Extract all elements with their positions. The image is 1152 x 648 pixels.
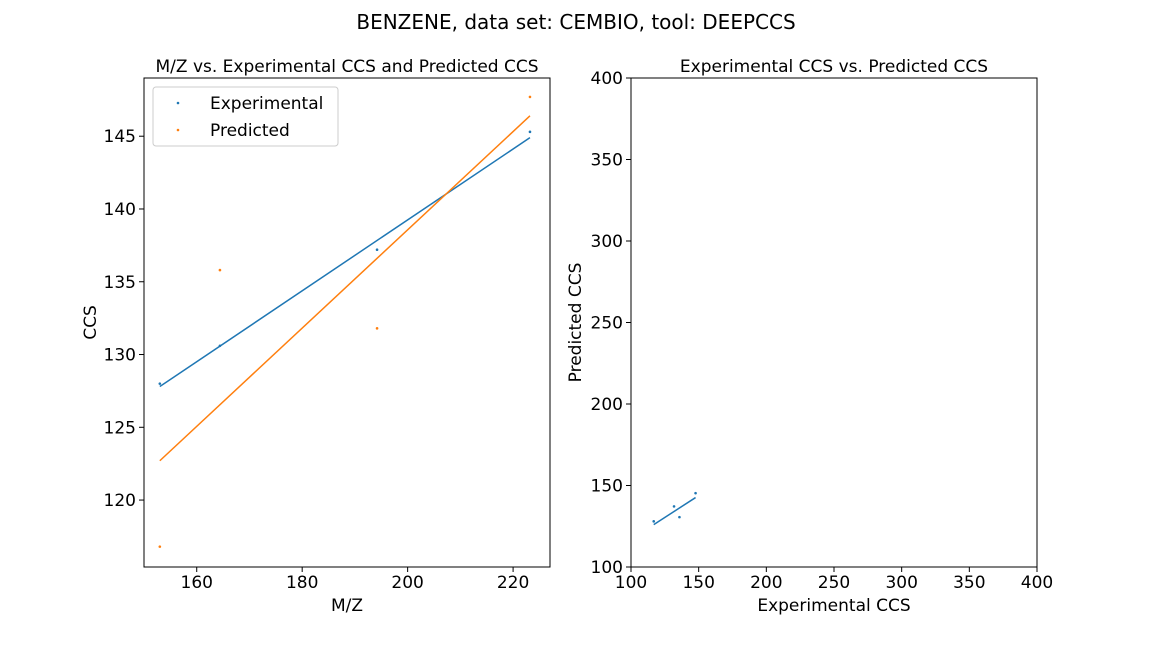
y-tick-label: 300 [591, 232, 623, 252]
y-tick-label: 100 [591, 558, 623, 578]
y-tick-label: 125 [104, 418, 136, 438]
data-point [528, 95, 532, 99]
data-point [672, 505, 676, 508]
x-tick-label: 220 [497, 573, 529, 593]
x-tick-label: 400 [1021, 573, 1053, 593]
x-tick-label: 200 [750, 573, 782, 593]
y-tick-label: 150 [591, 477, 623, 497]
legend-box [152, 86, 339, 147]
y-axis-label: Predicted CCS [566, 263, 586, 383]
fit-line-series-1 [159, 115, 531, 462]
plot-frame [630, 77, 1038, 568]
data-point [652, 520, 656, 523]
chart-right-exp-vs-pred: Experimental CCS vs. Predicted CCS 100 150… [566, 57, 1053, 616]
x-axis-label: Experimental CCS [757, 596, 910, 616]
data-point [678, 515, 681, 519]
data-point [218, 268, 222, 272]
chart-left-mz-vs-ccs: M/Z vs. Experimental CCS and Predicted C… [81, 57, 551, 616]
y-tick-label: 120 [104, 491, 136, 511]
y-tick-label: 350 [591, 151, 623, 171]
y-tick-label: 200 [591, 395, 623, 415]
y-tick-label: 130 [104, 346, 136, 366]
figure-suptitle: BENZENE, data set: CEMBIO, tool: DEEPCCS [356, 10, 795, 34]
x-tick-label: 350 [953, 573, 985, 593]
x-tick-label: 160 [181, 573, 213, 593]
x-tick-label: 300 [885, 573, 917, 593]
data-point [375, 327, 379, 330]
data-point [528, 130, 532, 134]
y-axis-label: CCS [81, 305, 101, 340]
plot-frame [143, 77, 551, 568]
y-tick-label: 400 [591, 69, 623, 89]
data-point [694, 491, 697, 495]
x-tick-label: 250 [818, 573, 850, 593]
x-tick-label: 150 [682, 573, 714, 593]
chart-title: M/Z vs. Experimental CCS and Predicted C… [156, 57, 539, 77]
legend-marker [176, 101, 180, 105]
legend-label: Experimental [210, 94, 323, 114]
y-tick-label: 140 [104, 200, 136, 220]
y-tick-label: 250 [591, 314, 623, 334]
x-axis-label: M/Z [331, 596, 363, 616]
data-point [218, 344, 222, 348]
legend-label: Predicted [210, 121, 290, 141]
legend-marker [176, 128, 180, 132]
y-tick-label: 135 [104, 273, 136, 293]
y-tick-label: 145 [104, 127, 136, 147]
data-point [158, 382, 162, 385]
x-tick-label: 200 [391, 573, 423, 593]
x-tick-label: 100 [615, 573, 647, 593]
fit-line-series-0 [159, 137, 531, 388]
chart-title: Experimental CCS vs. Predicted CCS [680, 57, 988, 77]
data-point [158, 545, 162, 548]
fit-line-series-0 [653, 496, 696, 526]
data-point [375, 248, 379, 252]
x-tick-label: 180 [286, 573, 318, 593]
